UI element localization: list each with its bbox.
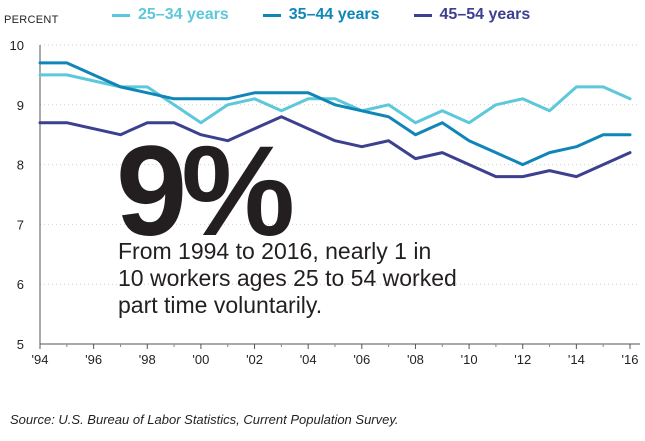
legend: 25–34 years 35–44 years 45–54 years [112, 6, 530, 24]
series-line-3 [38, 115, 632, 179]
y-axis-label: PERCENT [4, 14, 59, 26]
legend-item-35-44: 35–44 years [262, 6, 380, 24]
x-tick-label: '12 [514, 352, 531, 367]
y-tick-label: 5 [17, 337, 24, 352]
x-tick-label: '96 [85, 352, 102, 367]
legend-swatch-45-54 [413, 13, 432, 17]
legend-item-45-54: 45–54 years [413, 6, 531, 24]
x-tick-label: '08 [407, 352, 424, 367]
x-tick-label: '16 [622, 352, 639, 367]
legend-swatch-35-44 [262, 13, 281, 17]
headline-stat: 9% [116, 120, 295, 263]
callout-text: From 1994 to 2016, nearly 1 in 10 worker… [118, 238, 457, 318]
y-tick-label: 10 [10, 38, 24, 53]
x-tick-label: '10 [461, 352, 478, 367]
x-tick-label: '94 [32, 352, 49, 367]
legend-label-25-34: 25–34 years [138, 6, 229, 23]
y-tick-label: 6 [17, 277, 24, 292]
series-line-2 [38, 61, 632, 167]
legend-label-35-44: 35–44 years [288, 6, 380, 23]
source-note: Source: U.S. Bureau of Labor Statistics,… [10, 412, 399, 427]
x-tick-label: '04 [300, 352, 317, 367]
y-tick-label: 9 [17, 98, 24, 113]
legend-item-25-34: 25–34 years [112, 6, 229, 24]
x-tick-label: '98 [139, 352, 156, 367]
legend-swatch-25-34 [112, 13, 130, 17]
axes: 5 6 7 8 9 10 '94 '96 '98 '00 '02 '04 '06 '08 '10 '12 '14… [10, 38, 640, 367]
x-tick-label: '06 [353, 352, 370, 367]
x-tick-label: '00 [192, 352, 209, 367]
legend-label-45-54: 45–54 years [439, 6, 531, 23]
series-line-1 [38, 73, 632, 125]
gridlines [40, 44, 640, 285]
y-tick-label: 7 [17, 217, 24, 232]
x-tick-label: '14 [568, 352, 585, 367]
series-lines [38, 61, 632, 179]
y-tick-label: 8 [17, 158, 24, 173]
x-tick-label: '02 [246, 352, 263, 367]
